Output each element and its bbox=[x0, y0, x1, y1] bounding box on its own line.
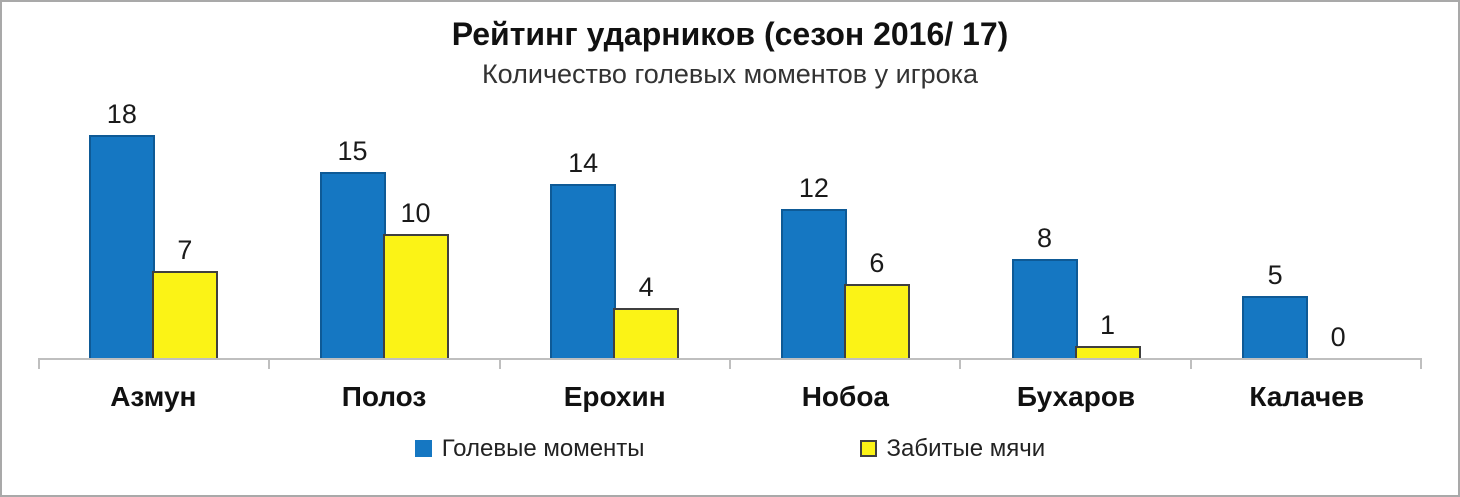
category-label: Ерохин bbox=[563, 380, 666, 412]
legend-item: Забитые мячи bbox=[859, 434, 1046, 463]
chart-title: Рейтинг ударников (сезон 2016/ 17) bbox=[451, 16, 1009, 52]
category-label: Нобоа bbox=[801, 380, 889, 412]
value-label: 12 bbox=[798, 172, 829, 203]
goals-bar bbox=[151, 270, 218, 358]
axis-tick-cell bbox=[498, 359, 729, 369]
bar-column: 6 bbox=[843, 247, 910, 358]
axis-tick-cell bbox=[38, 359, 268, 369]
bar-column: 1 bbox=[1074, 309, 1141, 358]
bar-group: 15 10 bbox=[269, 135, 500, 358]
value-label: 8 bbox=[1037, 222, 1053, 253]
value-label: 7 bbox=[177, 234, 193, 265]
chart-subtitle: Количество голевых моментов у игрока bbox=[481, 58, 979, 89]
bar-column: 10 bbox=[382, 197, 449, 358]
goals-bar bbox=[1074, 345, 1141, 358]
legend-item: Голевые моменты bbox=[414, 434, 645, 463]
chances-bar bbox=[88, 134, 155, 358]
bar-column: 18 bbox=[88, 98, 155, 358]
bar-group: 14 4 bbox=[499, 147, 730, 358]
goals-bar bbox=[843, 283, 910, 358]
bar-column: 0 bbox=[1305, 321, 1371, 358]
category-label: Калачев bbox=[1249, 380, 1365, 412]
bar-group: 18 7 bbox=[38, 98, 269, 358]
chances-bar bbox=[550, 183, 617, 358]
goals-bar bbox=[382, 233, 449, 358]
category-label: Полоз bbox=[341, 380, 427, 412]
value-label: 5 bbox=[1267, 259, 1283, 290]
bar-column: 8 bbox=[1011, 222, 1078, 358]
bar-column: 5 bbox=[1242, 259, 1309, 358]
value-label: 15 bbox=[337, 135, 368, 166]
bar-column: 7 bbox=[151, 234, 218, 358]
x-axis-line bbox=[38, 357, 1422, 369]
category-label: Бухаров bbox=[1016, 380, 1136, 412]
bar-column: 12 bbox=[780, 172, 847, 358]
chances-bar bbox=[1242, 295, 1309, 358]
axis-tick-cell bbox=[1189, 359, 1422, 369]
bar-group: 12 6 bbox=[730, 172, 961, 358]
bar-column: 15 bbox=[319, 135, 386, 358]
category-labels-row: Азмун Полоз Ерохин Нобоа Бухаров Калачев bbox=[38, 369, 1422, 413]
legend-swatch-icon bbox=[859, 440, 877, 458]
plot-area: 18 7 15 10 14 4 12 6 8 1 5 0 bbox=[2, 100, 1458, 358]
legend: Голевые моменты Забитые мячи bbox=[2, 435, 1458, 463]
value-label: 14 bbox=[568, 147, 599, 178]
chances-bar bbox=[319, 171, 386, 358]
value-label: 4 bbox=[638, 271, 654, 302]
category-label: Азмун bbox=[110, 380, 197, 412]
value-label: 0 bbox=[1330, 321, 1346, 352]
bar-column: 14 bbox=[550, 147, 617, 358]
legend-label: Голевые моменты bbox=[441, 434, 645, 462]
legend-swatch-icon bbox=[414, 440, 432, 458]
bar-column: 4 bbox=[613, 271, 680, 358]
chances-bar bbox=[1011, 258, 1078, 358]
chances-bar bbox=[780, 208, 847, 358]
legend-label: Забитые мячи bbox=[886, 434, 1046, 462]
goals-bar bbox=[613, 307, 680, 358]
value-label: 18 bbox=[106, 98, 137, 129]
value-label: 10 bbox=[400, 197, 431, 228]
axis-tick-cell bbox=[728, 359, 959, 369]
value-label: 6 bbox=[869, 247, 885, 278]
axis-tick-cell bbox=[268, 359, 498, 369]
axis-tick-cell bbox=[959, 359, 1189, 369]
value-label: 1 bbox=[1100, 309, 1116, 340]
